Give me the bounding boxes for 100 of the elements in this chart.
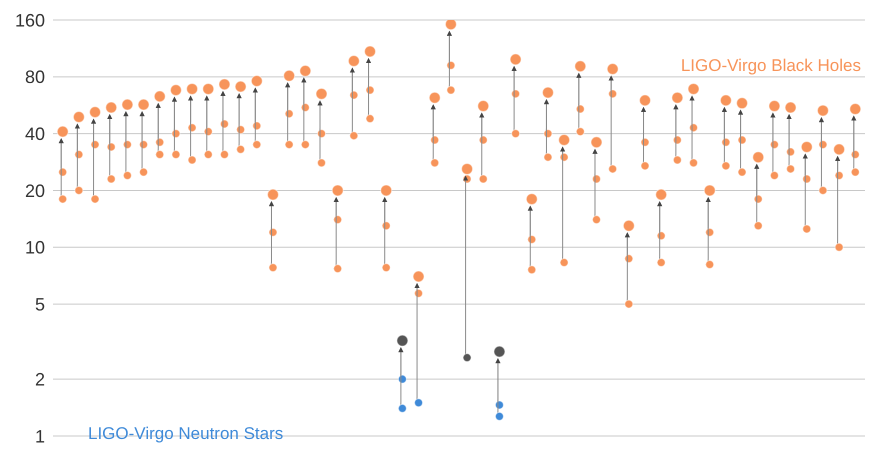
point [511, 129, 520, 138]
point [364, 45, 376, 58]
point [398, 404, 407, 413]
point [622, 220, 635, 232]
point [608, 164, 618, 174]
point [139, 168, 148, 177]
point [317, 158, 326, 168]
point [252, 140, 262, 150]
point [74, 186, 84, 195]
point [268, 263, 278, 272]
point [656, 258, 666, 268]
point [849, 103, 862, 116]
point [478, 174, 488, 184]
point [316, 88, 328, 100]
point [89, 106, 102, 118]
point [527, 265, 536, 274]
point [590, 136, 602, 148]
point [333, 264, 342, 274]
point [574, 60, 586, 72]
point [639, 94, 652, 106]
point [784, 102, 797, 114]
point [738, 168, 747, 177]
point [494, 412, 504, 421]
point [493, 346, 506, 358]
point [558, 134, 570, 146]
point [768, 100, 780, 112]
point [138, 98, 150, 111]
point [752, 151, 764, 164]
point [72, 110, 85, 123]
point [299, 64, 312, 77]
point [220, 150, 229, 160]
point [510, 53, 522, 66]
point [348, 55, 360, 68]
point [705, 260, 714, 270]
point [446, 86, 456, 95]
y-tick-label: 2 [34, 370, 45, 390]
point [818, 186, 828, 195]
point [542, 86, 554, 99]
point [283, 70, 296, 82]
point [770, 171, 779, 180]
y-tick-label: 40 [24, 124, 45, 144]
point [204, 150, 213, 160]
point [58, 194, 68, 204]
point [721, 161, 730, 170]
point [430, 158, 440, 168]
point [414, 398, 424, 408]
point [786, 164, 796, 174]
point [300, 140, 310, 150]
point [671, 92, 684, 104]
point [624, 300, 634, 309]
point [688, 82, 700, 95]
point [218, 78, 230, 90]
point [366, 114, 375, 124]
y-tick-label: 160 [14, 10, 45, 30]
point [105, 102, 118, 114]
annotation: LIGO-Virgo Black Holes [680, 56, 861, 76]
point [284, 140, 294, 150]
point [234, 80, 247, 93]
point [672, 155, 682, 164]
point [380, 184, 392, 196]
point [816, 104, 829, 117]
point [576, 127, 585, 136]
point [720, 94, 732, 106]
point [606, 63, 619, 76]
y-tick-label: 20 [24, 180, 45, 201]
point [462, 353, 472, 362]
point [754, 221, 763, 230]
point [833, 143, 846, 156]
point [689, 158, 698, 168]
point [800, 140, 813, 153]
point [186, 82, 198, 95]
point [834, 242, 844, 252]
point [428, 92, 441, 104]
point [56, 126, 69, 138]
point [802, 224, 812, 234]
point [170, 84, 182, 96]
point [412, 270, 425, 282]
point [477, 100, 490, 112]
point [444, 20, 457, 30]
y-tick-label: 5 [34, 294, 45, 314]
point [155, 150, 164, 160]
point [543, 152, 552, 162]
point [154, 90, 166, 102]
point [526, 193, 538, 206]
point [560, 258, 569, 268]
point [106, 174, 116, 184]
annotation: LIGO-Virgo Neutron Stars [88, 424, 284, 444]
point [704, 184, 716, 196]
point [592, 215, 601, 224]
point [349, 131, 358, 140]
point [736, 97, 748, 110]
point [640, 161, 650, 170]
point [90, 194, 100, 204]
point [850, 168, 860, 177]
point [332, 184, 344, 196]
y-tick-label: 10 [24, 238, 45, 258]
point [236, 144, 246, 154]
point [382, 263, 391, 272]
point [461, 162, 474, 175]
point [655, 188, 668, 201]
